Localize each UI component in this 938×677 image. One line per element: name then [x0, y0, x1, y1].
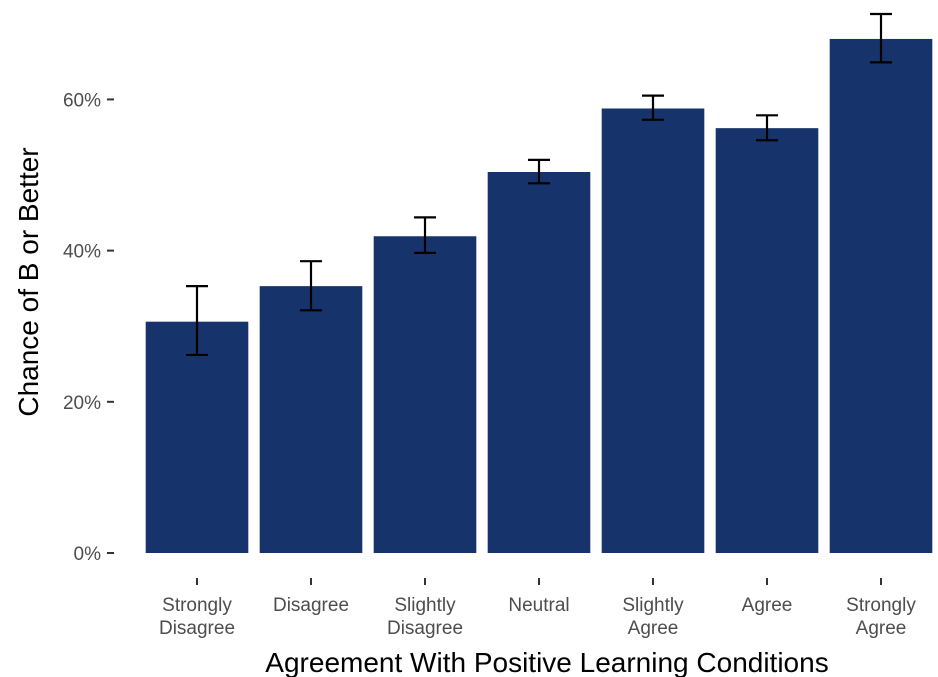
x-tick-label: Slightly Agree — [622, 595, 684, 639]
bar — [829, 38, 933, 553]
y-tick-label: 40% — [63, 242, 101, 263]
x-tick-label-line: Slightly — [394, 595, 456, 616]
error-bars — [186, 12, 892, 357]
y-tick-label: 20% — [63, 393, 101, 414]
y-tick-label: 60% — [63, 90, 101, 111]
x-tick-label-line: Agree — [742, 595, 793, 616]
bar — [715, 128, 819, 553]
bar — [487, 171, 591, 553]
bar — [601, 108, 705, 554]
x-tick-label-line: Slightly — [622, 595, 684, 616]
bar — [373, 236, 477, 554]
x-tick-label: Slightly Disagree — [387, 595, 463, 639]
x-tick-label: Neutral — [508, 595, 569, 616]
y-axis: 0% 20% 40% 60% — [63, 90, 114, 565]
y-axis-title: Chance of B or Better — [13, 147, 44, 416]
x-tick-label-line: Neutral — [508, 595, 569, 616]
x-tick-label: Strongly Disagree — [159, 595, 235, 639]
x-tick-label: Agree — [742, 595, 793, 616]
x-tick-label-line: Disagree — [273, 595, 349, 616]
x-tick-label: Disagree — [273, 595, 349, 616]
x-tick-label-line: Strongly — [162, 595, 232, 616]
bar — [259, 286, 363, 553]
x-tick-label-line: Agree — [856, 618, 907, 639]
x-tick-label-line: Disagree — [387, 618, 463, 639]
bars — [145, 38, 933, 554]
x-tick-label: Strongly Agree — [846, 595, 916, 639]
x-tick-label-line: Agree — [628, 618, 679, 639]
x-tick-label-line: Strongly — [846, 595, 916, 616]
bar — [145, 321, 249, 553]
x-tick-label-line: Disagree — [159, 618, 235, 639]
y-tick-label: 0% — [74, 544, 102, 565]
x-axis-title: Agreement With Positive Learning Conditi… — [265, 647, 828, 677]
